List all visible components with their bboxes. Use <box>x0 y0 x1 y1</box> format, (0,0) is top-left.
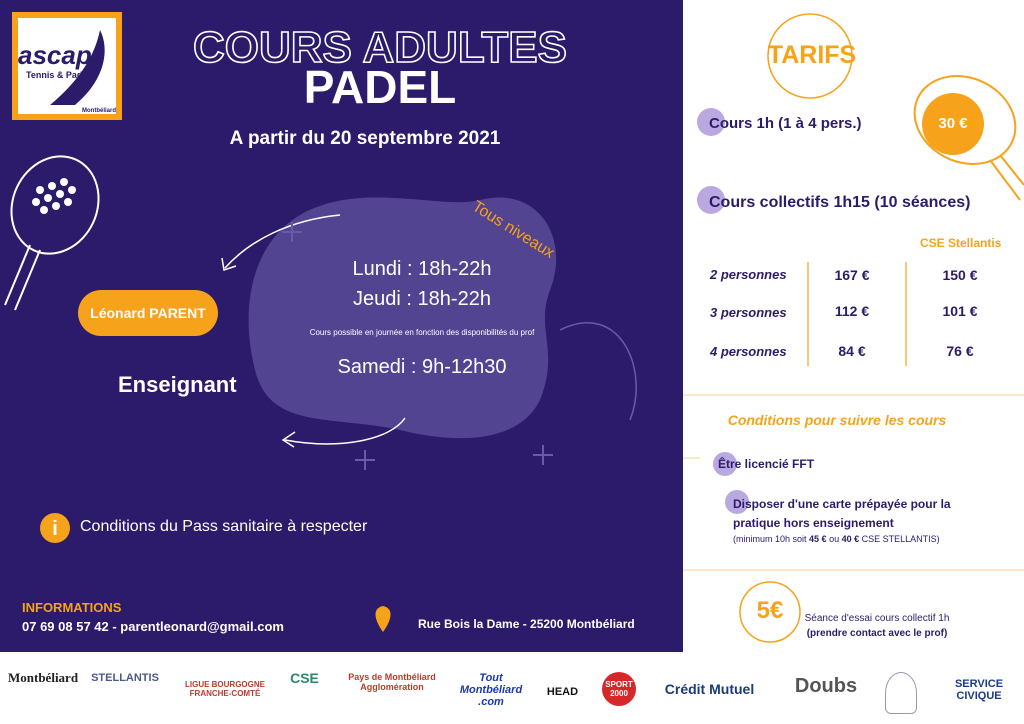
decorations: i COURS ADULTES <box>4 12 1024 643</box>
note-price: 45 € <box>809 534 827 544</box>
bullet <box>725 490 749 514</box>
sponsor: STELLANTIS <box>91 672 159 684</box>
logo-city: Montbéliard <box>82 108 116 114</box>
trial-text: Séance d'essai cours collectif 1h <box>804 613 950 624</box>
sponsor: Crédit Mutuel <box>664 681 755 697</box>
schedule-saturday: Samedi : 9h-12h30 <box>337 356 507 378</box>
bullet <box>697 186 725 214</box>
plus-signs <box>282 222 553 470</box>
sponsor: SPORT 2000 <box>605 680 633 698</box>
note-price: 40 € <box>841 534 860 544</box>
collective-label: Cours collectifs 1h15 (10 séances) <box>709 194 971 211</box>
teacher-role: Enseignant <box>118 372 237 397</box>
row-label: 2 personnes <box>710 267 787 282</box>
start-date: A partir du 20 septembre 2021 <box>229 128 501 149</box>
info-title: INFORMATIONS <box>22 600 122 615</box>
condition: Disposer d'une carte prépayée pour la <box>733 497 951 511</box>
separator <box>683 457 1024 571</box>
price: 112 € <box>834 303 870 319</box>
trial-price: 5€ <box>756 597 784 624</box>
bullet <box>697 108 725 136</box>
arrow-head <box>221 257 237 271</box>
schedule-line: Jeudi : 18h-22h <box>353 288 491 310</box>
trial-text: (prendre contact avec le prof) <box>806 628 948 639</box>
racket-left <box>4 155 100 311</box>
sponsor: Doubs <box>794 675 858 697</box>
bullet <box>713 452 737 476</box>
note-text: CSE STELLANTIS) <box>859 534 940 544</box>
logo-name: ascap <box>18 40 92 70</box>
price: 167 € <box>834 267 870 283</box>
racket-right <box>913 75 1024 201</box>
address: Rue Bois la Dame - 25200 Montbéliard <box>418 617 635 631</box>
teacher-name: Léonard PARENT <box>78 290 218 336</box>
cse-price: 101 € <box>942 303 978 319</box>
price-badge <box>922 93 984 155</box>
schedule-line: Lundi : 18h-22h <box>352 258 492 280</box>
cse-header: CSE Stellantis <box>920 236 1002 250</box>
sponsor: CSE <box>290 670 319 686</box>
condition-note: (minimum 10h soit 45 € ou 40 € CSE STELL… <box>733 534 940 544</box>
sponsor: Pays de Montbéliard Agglomération <box>348 672 436 692</box>
cse-price: 150 € <box>942 267 978 283</box>
contact: 07 69 08 57 42 - parentleonard@gmail.com <box>22 619 284 634</box>
single-price: 30 € <box>938 115 968 132</box>
info-icon-glyph: i <box>52 518 58 540</box>
schedule-note: Cours possible en journée en fonction de… <box>309 328 535 337</box>
trial-circle <box>739 581 801 643</box>
outline-curve <box>559 322 637 421</box>
price: 84 € <box>838 343 866 359</box>
title-outline: COURS ADULTES <box>193 23 567 72</box>
location-pin <box>375 606 391 632</box>
single-label: Cours 1h (1 à 4 pers.) <box>709 115 862 132</box>
note-text: ou <box>826 534 842 544</box>
sponsor: Montbéliard <box>8 670 79 685</box>
condition: pratique hors enseignement <box>733 516 894 530</box>
sponsor: SERVICE CIVIQUE <box>954 678 1004 702</box>
note-text: (minimum 10h soit <box>733 534 810 544</box>
sponsor: Tout Montbéliard .com <box>459 672 523 708</box>
condition: Être licencié FFT <box>718 457 815 471</box>
sponsor-badge <box>602 672 636 706</box>
racket-holes <box>32 178 76 214</box>
cse-price: 76 € <box>946 343 974 359</box>
title-padel: PADEL <box>303 61 457 113</box>
tarifs-title: TARIFS <box>767 41 857 69</box>
logo-subtitle: Tennis & Padel <box>26 70 90 80</box>
row-label: 3 personnes <box>710 305 787 320</box>
notice: Conditions du Pass sanitaire à respecter <box>80 518 368 535</box>
logo-swoosh <box>50 30 105 105</box>
info-icon <box>40 513 70 543</box>
tarifs-circle <box>767 13 853 99</box>
arrow-head <box>281 431 296 448</box>
arrow-top <box>224 214 341 269</box>
conditions-title: Conditions pour suivre les cours <box>727 412 947 428</box>
sponsor: HEAD <box>546 686 579 698</box>
table-dividers <box>807 262 907 366</box>
blob <box>248 197 557 439</box>
arrow-bottom <box>284 417 406 445</box>
row-label: 4 personnes <box>710 344 787 359</box>
sponsor: LIGUE BOURGOGNE FRANCHE-COMTÉ <box>184 680 265 698</box>
sponsor-crest <box>885 672 917 714</box>
